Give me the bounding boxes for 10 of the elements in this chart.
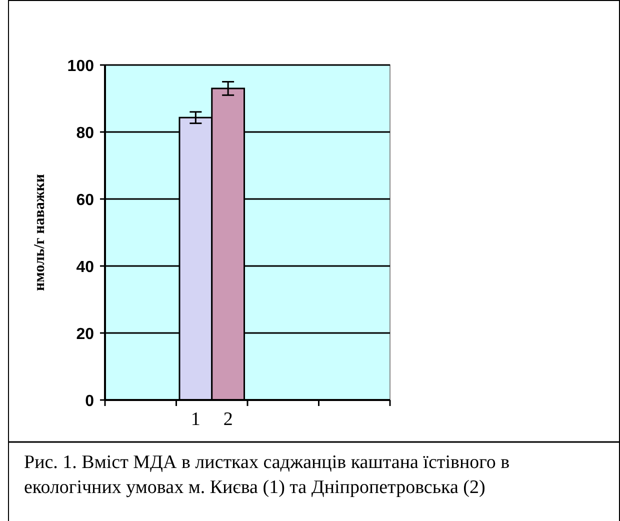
- y-tick-label: 0: [85, 393, 94, 410]
- text: Рис. 1. Вміст МДА в листках саджанців каштана їстівного в екологічних умовах м. Києва (1) та Дніпропетровська (2): [24, 452, 510, 498]
- y-tick-label: 60: [76, 192, 94, 209]
- y-tick-label: 40: [76, 259, 94, 276]
- legend-label: 1: [190, 409, 200, 430]
- y-tick-label: 100: [67, 58, 94, 75]
- y-tick-label: 20: [76, 326, 94, 343]
- legend-label: 2: [223, 409, 233, 430]
- y-tick-label: 80: [76, 125, 94, 142]
- y-axis-title: нмоль/г наважки: [32, 174, 48, 291]
